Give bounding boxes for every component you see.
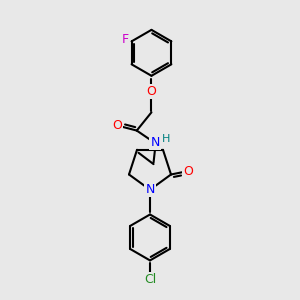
Text: F: F [122, 33, 129, 46]
Text: Cl: Cl [144, 273, 156, 286]
Text: N: N [145, 183, 155, 196]
Text: O: O [183, 165, 193, 178]
Text: H: H [162, 134, 170, 144]
Text: O: O [112, 119, 122, 132]
Text: N: N [150, 136, 160, 149]
Text: O: O [146, 85, 156, 98]
